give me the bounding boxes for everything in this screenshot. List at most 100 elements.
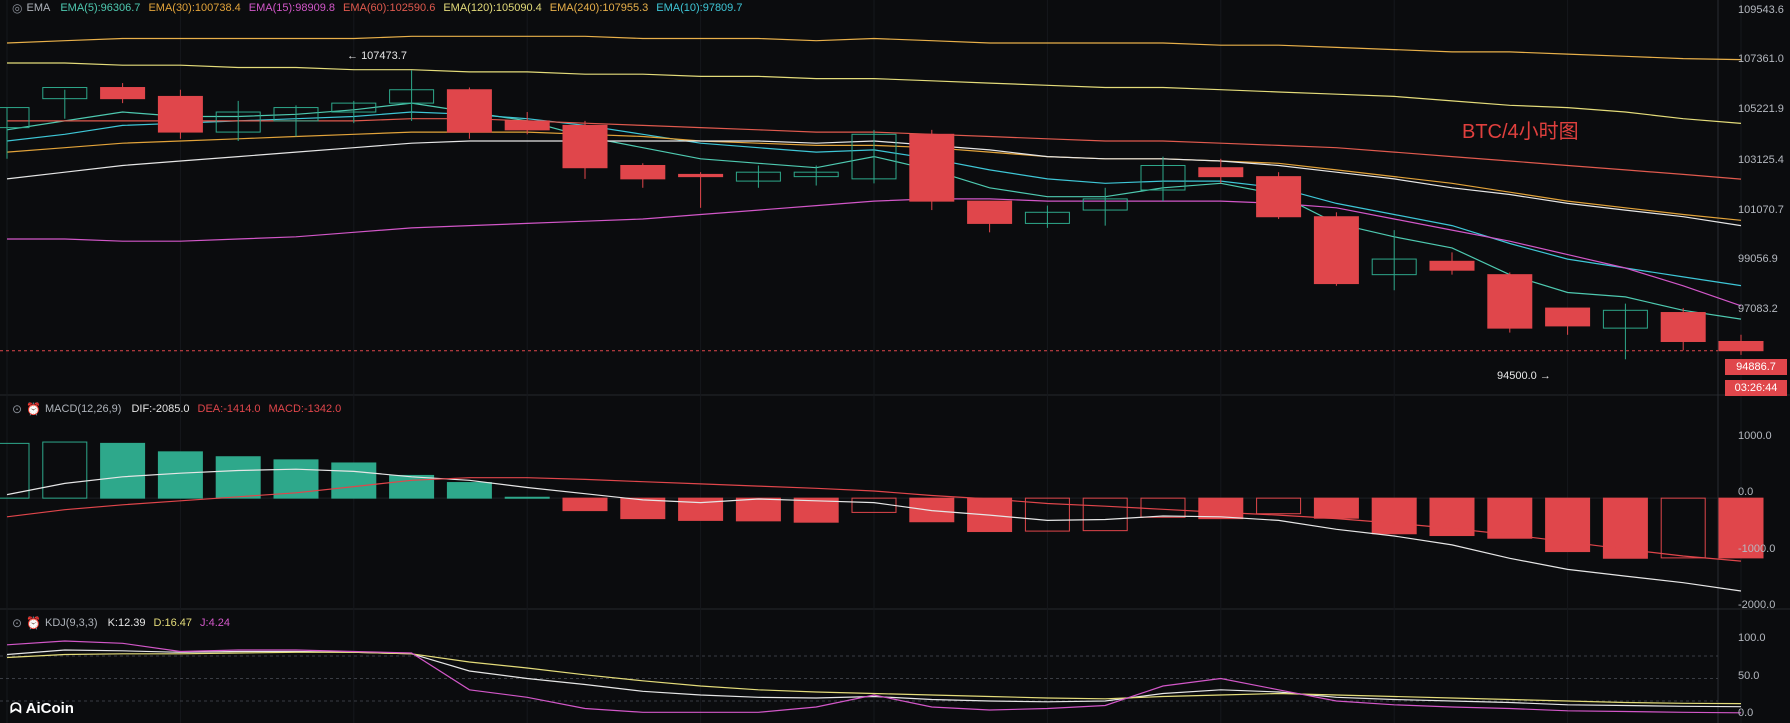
candle-body [1024,211,1070,224]
kdj-axis-tick: 100.0 [1738,632,1766,644]
candle-body [562,124,608,169]
candle-body [678,173,724,178]
candle-body [273,107,319,122]
brand-name: AiCoin [25,700,74,717]
kdj-k-value: K:12.39 [107,617,146,629]
candle-body [1313,216,1359,285]
macd-histogram-bar [1718,497,1764,559]
macd-line [6,477,1742,562]
candle-body [1429,260,1475,271]
macd-line [6,468,1742,592]
macd-histogram-bar [1660,497,1706,559]
ema-indicator-name[interactable]: EMA [26,2,51,14]
macd-histogram-bar [1313,497,1359,519]
macd-histogram-bar [1371,497,1417,535]
chart-title: BTC/4小时图 [1462,121,1579,143]
ema-legend-item: EMA(10):97809.7 [656,2,743,14]
candle-body [1718,340,1764,352]
ema-line [7,62,1742,124]
macd-histogram-bar [0,442,30,499]
kdj-axis-tick: 50.0 [1738,670,1760,682]
aicoin-logo-icon: ᗣ [10,700,22,716]
ema-legend-item: EMA(5):96306.7 [60,2,141,14]
high-annotation: ← 107473.7 [347,50,407,62]
ema-legend-item: EMA(120):105090.4 [443,2,542,14]
candle-body [851,133,897,180]
price-axis-tick: 105221.9 [1738,103,1784,115]
candle-body [1198,167,1244,178]
candle-body [504,120,550,131]
candle-body [967,200,1013,224]
candle-body [620,164,666,180]
macd-histogram-bar [1198,497,1244,520]
macd-histogram-bar [100,442,146,499]
price-axis-tick: 107361.0 [1738,53,1784,65]
macd-dea-value: DEA:-1414.0 [197,403,261,415]
macd-histogram-bar [1602,497,1648,559]
candle-body [1545,307,1591,327]
alarm-icon[interactable]: ⏰ [26,402,42,416]
macd-axis-tick: -1000.0 [1738,543,1776,555]
price-axis-tick: 103125.4 [1738,154,1784,166]
price-axis-tick: 109543.6 [1738,4,1784,16]
macd-indicator-name[interactable]: MACD(12,26,9) [45,403,122,415]
macd-histogram-bar [446,482,492,499]
macd-axis-tick: 0.0 [1738,486,1754,498]
macd-histogram-bar [1024,497,1070,532]
kdj-axis-tick: 0.0 [1738,707,1754,719]
kdj-line [6,649,1742,708]
kdj-d-value: D:16.47 [153,617,193,629]
candle-body [389,89,435,104]
candle-body [1660,312,1706,342]
macd-hist-value: MACD:-1342.0 [268,403,342,415]
candle-body [735,171,781,182]
macd-histogram-bar [331,462,377,499]
price-axis-tick: 97083.2 [1738,303,1778,315]
last-price-tag: 94886.7 [1725,359,1787,375]
macd-histogram-bar [1140,497,1186,518]
macd-histogram-bar [1545,497,1591,553]
alarm-icon[interactable]: ⏰ [26,616,42,630]
low-annotation: 94500.0 → [1497,370,1551,382]
kdj-line [6,640,1742,714]
candle-body [1371,258,1417,276]
macd-dif-value: DIF:-2085.0 [131,403,190,415]
countdown-tag: 03:26:44 [1725,380,1787,396]
macd-histogram-bar [1429,497,1475,537]
macd-histogram-bar [1256,497,1302,515]
candle-body [1256,176,1302,218]
macd-histogram-bar [735,497,781,522]
kdj-j-value: J:4.24 [200,617,231,629]
ema-line [7,198,1742,307]
macd-histogram-bar [562,497,608,512]
ema-line [6,35,1742,61]
kdj-indicator-name[interactable]: KDJ(9,3,3) [45,617,98,629]
candle-body [0,107,30,129]
ema-legend-item: EMA(240):107955.3 [549,2,649,14]
candle-body [331,102,377,113]
candle-body [1140,164,1186,191]
macd-histogram-bar [1487,497,1533,539]
candle-body [793,171,839,178]
collapse-chevron-icon[interactable]: ⊙ [12,402,23,416]
ema-legend-item: EMA(60):102590.6 [343,2,436,14]
macd-histogram-bar [909,497,955,523]
macd-histogram-bar [1082,497,1128,532]
candle-body [909,133,955,202]
collapse-chevron-icon[interactable]: ⊙ [12,616,23,630]
candle-body [42,87,88,100]
ema-legend: ◎ EMA EMA(5):96306.7 EMA(30):100738.4 EMA(… [12,0,758,16]
macd-histogram-bar [42,441,88,499]
candle-body [157,95,203,133]
eye-icon[interactable]: ◎ [12,1,23,15]
macd-histogram-bar [389,474,435,499]
macd-axis-tick: -2000.0 [1738,599,1776,611]
macd-histogram-bar [678,497,724,521]
macd-axis-tick: 1000.0 [1738,430,1772,442]
macd-histogram-bar [157,451,203,499]
price-axis-tick: 99056.9 [1738,253,1778,265]
aicoin-brand[interactable]: ᗣ AiCoin [10,700,74,717]
candle-body [1602,309,1648,329]
kdj-legend: ⊙ ⏰ KDJ(9,3,3) K:12.39 D:16.47 J:4.24 [12,615,238,631]
